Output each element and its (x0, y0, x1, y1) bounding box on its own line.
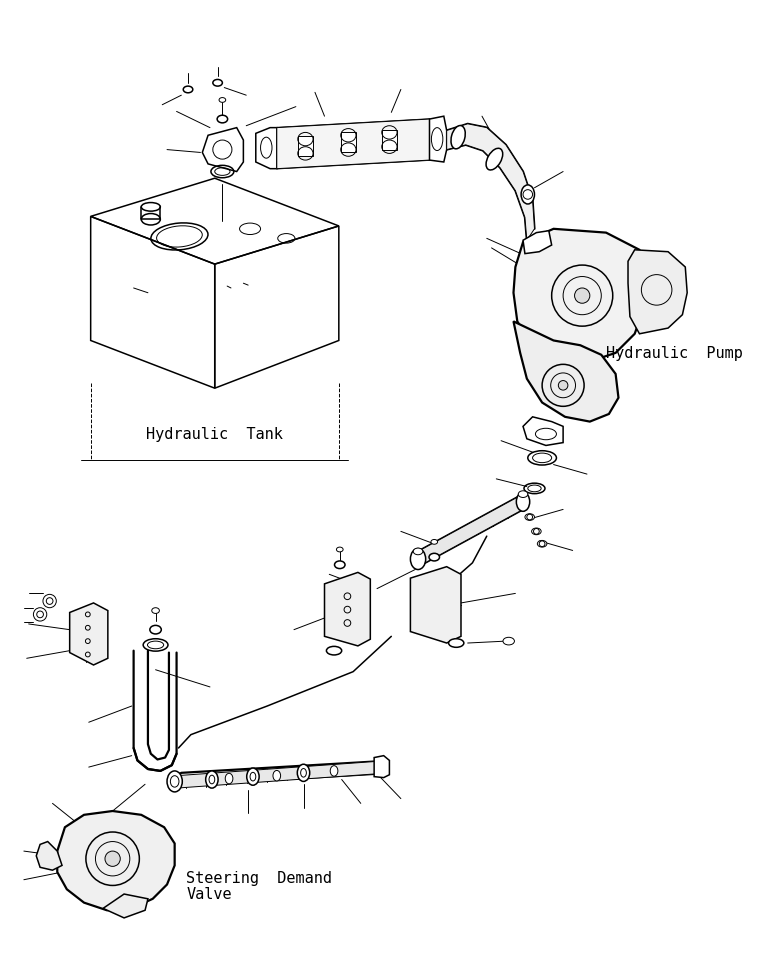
Circle shape (43, 595, 57, 608)
Text: Hydraulic  Pump: Hydraulic Pump (606, 346, 743, 361)
Polygon shape (340, 133, 356, 153)
Ellipse shape (410, 549, 425, 570)
Ellipse shape (213, 80, 223, 87)
Ellipse shape (537, 541, 547, 548)
Text: Valve: Valve (186, 885, 232, 901)
Ellipse shape (327, 647, 342, 656)
Ellipse shape (429, 554, 440, 561)
Polygon shape (382, 131, 397, 151)
Circle shape (34, 608, 47, 621)
Polygon shape (36, 841, 62, 870)
Ellipse shape (413, 549, 423, 556)
Circle shape (558, 381, 568, 391)
Polygon shape (523, 417, 563, 446)
Ellipse shape (247, 768, 259, 785)
Polygon shape (324, 573, 370, 646)
Ellipse shape (503, 638, 514, 645)
Polygon shape (70, 603, 108, 665)
Ellipse shape (532, 529, 541, 536)
Polygon shape (298, 137, 313, 157)
Ellipse shape (521, 186, 535, 205)
Ellipse shape (337, 548, 343, 553)
Ellipse shape (451, 127, 465, 150)
Ellipse shape (525, 515, 535, 521)
Text: Hydraulic  Tank: Hydraulic Tank (146, 426, 283, 441)
Polygon shape (277, 120, 429, 170)
Ellipse shape (219, 98, 226, 103)
Ellipse shape (298, 764, 310, 781)
Ellipse shape (167, 771, 182, 792)
Circle shape (105, 851, 120, 866)
Polygon shape (103, 894, 148, 918)
Ellipse shape (516, 493, 529, 512)
Polygon shape (513, 322, 618, 422)
Polygon shape (374, 756, 389, 778)
Ellipse shape (518, 492, 528, 498)
Text: Steering  Demand: Steering Demand (186, 870, 332, 885)
Ellipse shape (431, 540, 438, 545)
Polygon shape (256, 129, 277, 170)
Circle shape (575, 289, 590, 304)
Polygon shape (447, 125, 535, 241)
Polygon shape (57, 811, 174, 910)
Polygon shape (523, 232, 552, 254)
Ellipse shape (334, 561, 345, 569)
Ellipse shape (273, 771, 281, 781)
Ellipse shape (486, 149, 503, 171)
Ellipse shape (448, 639, 464, 648)
Polygon shape (429, 117, 447, 163)
Polygon shape (177, 761, 377, 788)
Ellipse shape (206, 771, 218, 788)
Ellipse shape (151, 608, 159, 614)
Polygon shape (202, 129, 243, 172)
Ellipse shape (330, 766, 338, 777)
Ellipse shape (217, 116, 228, 124)
Ellipse shape (184, 87, 193, 93)
Polygon shape (513, 230, 649, 363)
Polygon shape (410, 567, 461, 643)
Ellipse shape (225, 774, 233, 784)
Polygon shape (628, 251, 687, 335)
Ellipse shape (150, 626, 161, 635)
Polygon shape (418, 495, 523, 567)
